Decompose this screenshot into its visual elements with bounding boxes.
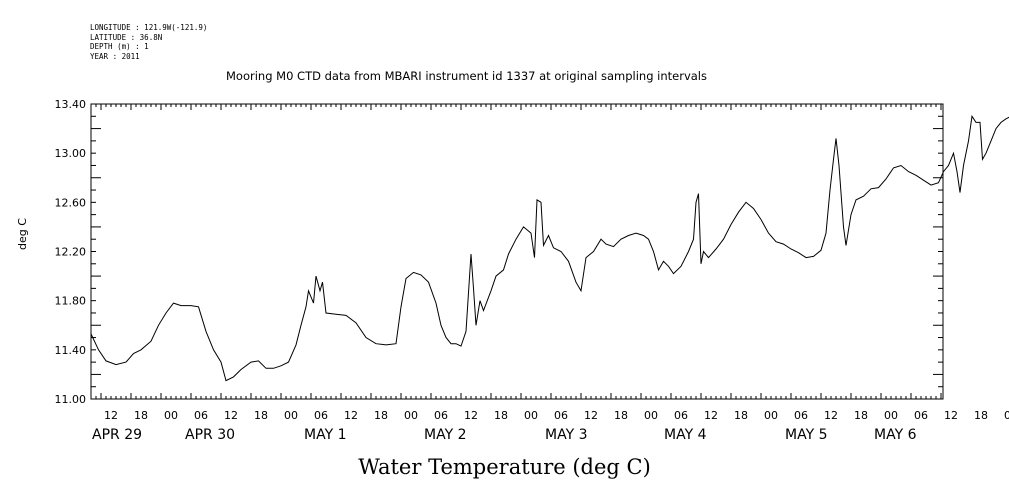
x-tick-label: 06 (194, 409, 208, 422)
x-tick-label: 12 (704, 409, 718, 422)
x-tick-label: 00 (404, 409, 418, 422)
latitude-label: LATITUDE : 36.8N (90, 32, 163, 42)
date-labels: APR 29 APR 30 MAY 1 MAY 2 MAY 3 MAY 4 MAY 5 MAY… (92, 427, 917, 443)
y-tick-label: 13.00 (55, 147, 87, 160)
x-tick-label: 12 (344, 409, 358, 422)
x-tick-label: 12 (464, 409, 478, 422)
date-label: MAY 3 (545, 427, 587, 443)
date-label: MAY 2 (424, 427, 466, 443)
x-tick-label: 18 (374, 409, 388, 422)
date-label: MAY 6 (874, 427, 917, 443)
date-label: APR 30 (185, 427, 235, 443)
data-series (90, 114, 1009, 382)
y-tick-label: 11.00 (55, 393, 87, 406)
x-tick-label: 00 (884, 409, 898, 422)
y-tick-label: 12.20 (55, 246, 87, 259)
x-tick-label: 06 (434, 409, 448, 422)
x-tick-label: 18 (254, 409, 268, 422)
x-tick-label: 18 (854, 409, 868, 422)
date-label: MAY 4 (664, 427, 707, 443)
date-label: MAY 5 (785, 427, 827, 443)
y-tick-label: 11.40 (55, 344, 87, 357)
y-tick-label: 13.40 (55, 98, 87, 111)
x-tick-label: 00 (524, 409, 538, 422)
series-line-0 (90, 114, 1009, 382)
plot-frame (90, 103, 944, 400)
x-tick-label: 00 (1004, 409, 1009, 422)
date-label: APR 29 (92, 427, 142, 443)
x-tick-label: 06 (314, 409, 328, 422)
x-tick-label: 12 (104, 409, 118, 422)
x-tick-label: 00 (764, 409, 778, 422)
x-tick-label: 06 (554, 409, 568, 422)
y-tick-labels: 11.00 11.40 11.80 12.20 12.60 13.00 13.40 (55, 98, 87, 406)
x-tick-label: 06 (794, 409, 808, 422)
x-tick-label: 18 (614, 409, 628, 422)
x-tick-label: 12 (824, 409, 838, 422)
x-tick-label: 06 (914, 409, 928, 422)
x-tick-label: 00 (164, 409, 178, 422)
x-tick-label: 18 (494, 409, 508, 422)
chart-title: Mooring M0 CTD data from MBARI instrumen… (226, 69, 707, 83)
x-tick-label: 06 (674, 409, 688, 422)
axis-ticks (90, 103, 943, 400)
x-tick-label: 00 (644, 409, 658, 422)
x-tick-label: 12 (584, 409, 598, 422)
header-metadata: LONGITUDE : 121.9W(-121.9) LATITUDE : 36… (90, 23, 207, 61)
x-axis-title: Water Temperature (deg C) (358, 455, 651, 479)
x-tick-label: 12 (944, 409, 958, 422)
x-tick-label: 12 (224, 409, 238, 422)
x-tick-label: 18 (134, 409, 148, 422)
date-label: MAY 1 (304, 427, 346, 443)
x-tick-label: 18 (974, 409, 988, 422)
x-tick-label: 18 (734, 409, 748, 422)
year-label: YEAR : 2011 (90, 51, 140, 61)
depth-label: DEPTH (m) : 1 (90, 42, 149, 51)
y-tick-label: 12.60 (55, 196, 87, 209)
x-tick-labels: 12 18 00 06 12 18 00 06 12 18 00 06 12 18 00 06 12 18 00 06… (104, 409, 1009, 422)
longitude-label: LONGITUDE : 121.9W(-121.9) (90, 23, 208, 32)
y-tick-label: 11.80 (55, 295, 87, 308)
x-tick-label: 00 (284, 409, 298, 422)
